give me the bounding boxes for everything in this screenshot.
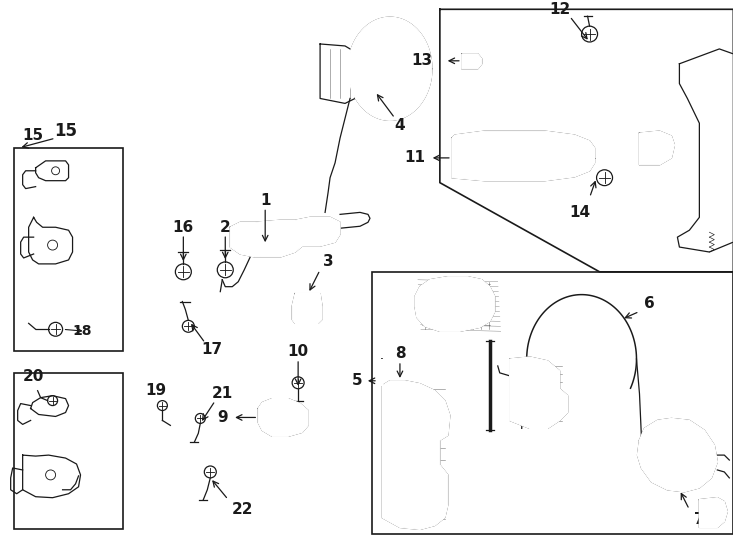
Polygon shape (320, 44, 365, 104)
Bar (545, 143, 563, 171)
Bar (14, 373, 123, 529)
Text: 22: 22 (231, 502, 253, 517)
Text: 15: 15 (23, 128, 44, 143)
Polygon shape (677, 49, 733, 252)
Polygon shape (509, 357, 567, 428)
Text: 19: 19 (145, 383, 166, 398)
Text: 14: 14 (569, 205, 590, 220)
Text: 1: 1 (260, 193, 270, 208)
Text: 18: 18 (73, 324, 92, 338)
Bar (280, 230, 298, 244)
Text: 4: 4 (395, 118, 405, 133)
Text: 3: 3 (323, 254, 333, 269)
Text: 10: 10 (288, 343, 309, 359)
Polygon shape (382, 359, 450, 529)
Text: 15: 15 (54, 122, 77, 140)
Text: 2: 2 (220, 220, 230, 235)
Text: 6: 6 (644, 296, 655, 311)
Polygon shape (462, 54, 482, 69)
Polygon shape (638, 418, 717, 492)
Text: 13: 13 (411, 53, 432, 69)
Polygon shape (348, 17, 432, 120)
Text: 16: 16 (172, 220, 194, 235)
Polygon shape (440, 9, 733, 272)
Polygon shape (230, 217, 340, 257)
Bar (14, 148, 123, 351)
Text: 8: 8 (395, 346, 405, 361)
Text: 12: 12 (549, 2, 570, 17)
Polygon shape (292, 294, 322, 323)
Text: 20: 20 (23, 369, 44, 384)
Text: 5: 5 (352, 373, 363, 388)
Bar (372, 272, 733, 535)
Polygon shape (258, 399, 308, 436)
Polygon shape (452, 131, 595, 181)
Text: 9: 9 (217, 410, 228, 425)
Polygon shape (639, 131, 675, 165)
Text: 11: 11 (404, 151, 426, 165)
Text: 21: 21 (211, 386, 233, 401)
Polygon shape (700, 498, 727, 528)
Bar (490, 143, 508, 171)
Text: 7: 7 (694, 512, 705, 527)
Bar (517, 143, 536, 171)
Polygon shape (415, 277, 495, 331)
Text: 17: 17 (202, 342, 223, 356)
Bar (468, 143, 486, 171)
